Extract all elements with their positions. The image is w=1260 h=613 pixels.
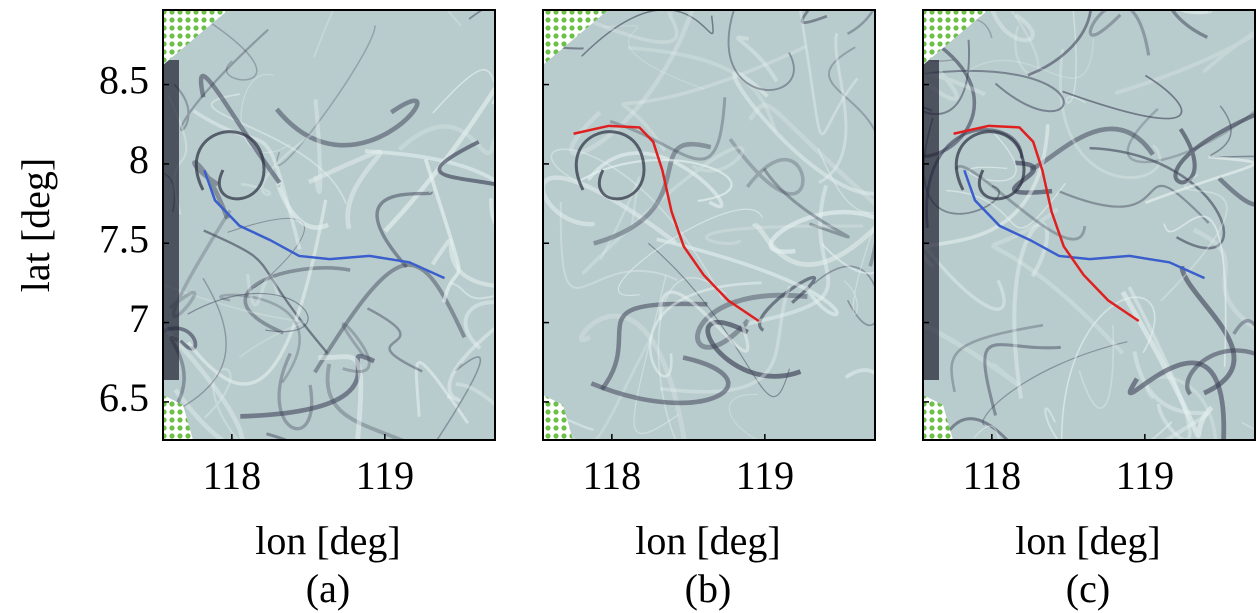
panel: 118 119 lon [deg](c) [871, 0, 1260, 611]
dark-coast [163, 60, 179, 380]
x-tick-label: 119 [356, 453, 415, 498]
x-axis-label: lon [deg] [635, 518, 781, 563]
figure: lat [deg] 1181196.577.588.5lon [deg](a)1… [0, 0, 1260, 613]
x-tick-label: 118 [203, 453, 262, 498]
y-tick-label: 7 [129, 296, 149, 341]
y-tick-label: 8 [129, 137, 149, 182]
panel-caption: (a) [306, 566, 350, 611]
x-tick-label: 118 [963, 453, 1022, 498]
y-tick-label: 7.5 [99, 216, 149, 261]
panel-caption: (c) [1066, 566, 1110, 611]
dark-coast [923, 60, 939, 380]
field-image [871, 0, 1260, 585]
x-tick-label: 119 [736, 453, 795, 498]
y-axis-label: lat [deg] [13, 158, 58, 292]
panel-caption: (b) [685, 566, 732, 611]
panel: 118 119 6.5 7 7.5 8 8.5 lon [deg](a) [31, 0, 605, 611]
x-axis-label: lon [deg] [255, 518, 401, 563]
field-background [923, 10, 1255, 440]
y-tick-label: 8.5 [99, 58, 149, 103]
x-axis-label: lon [deg] [1015, 518, 1161, 563]
x-tick-label: 118 [583, 453, 642, 498]
x-tick-label: 119 [1116, 453, 1175, 498]
y-tick-label: 6.5 [99, 375, 149, 420]
